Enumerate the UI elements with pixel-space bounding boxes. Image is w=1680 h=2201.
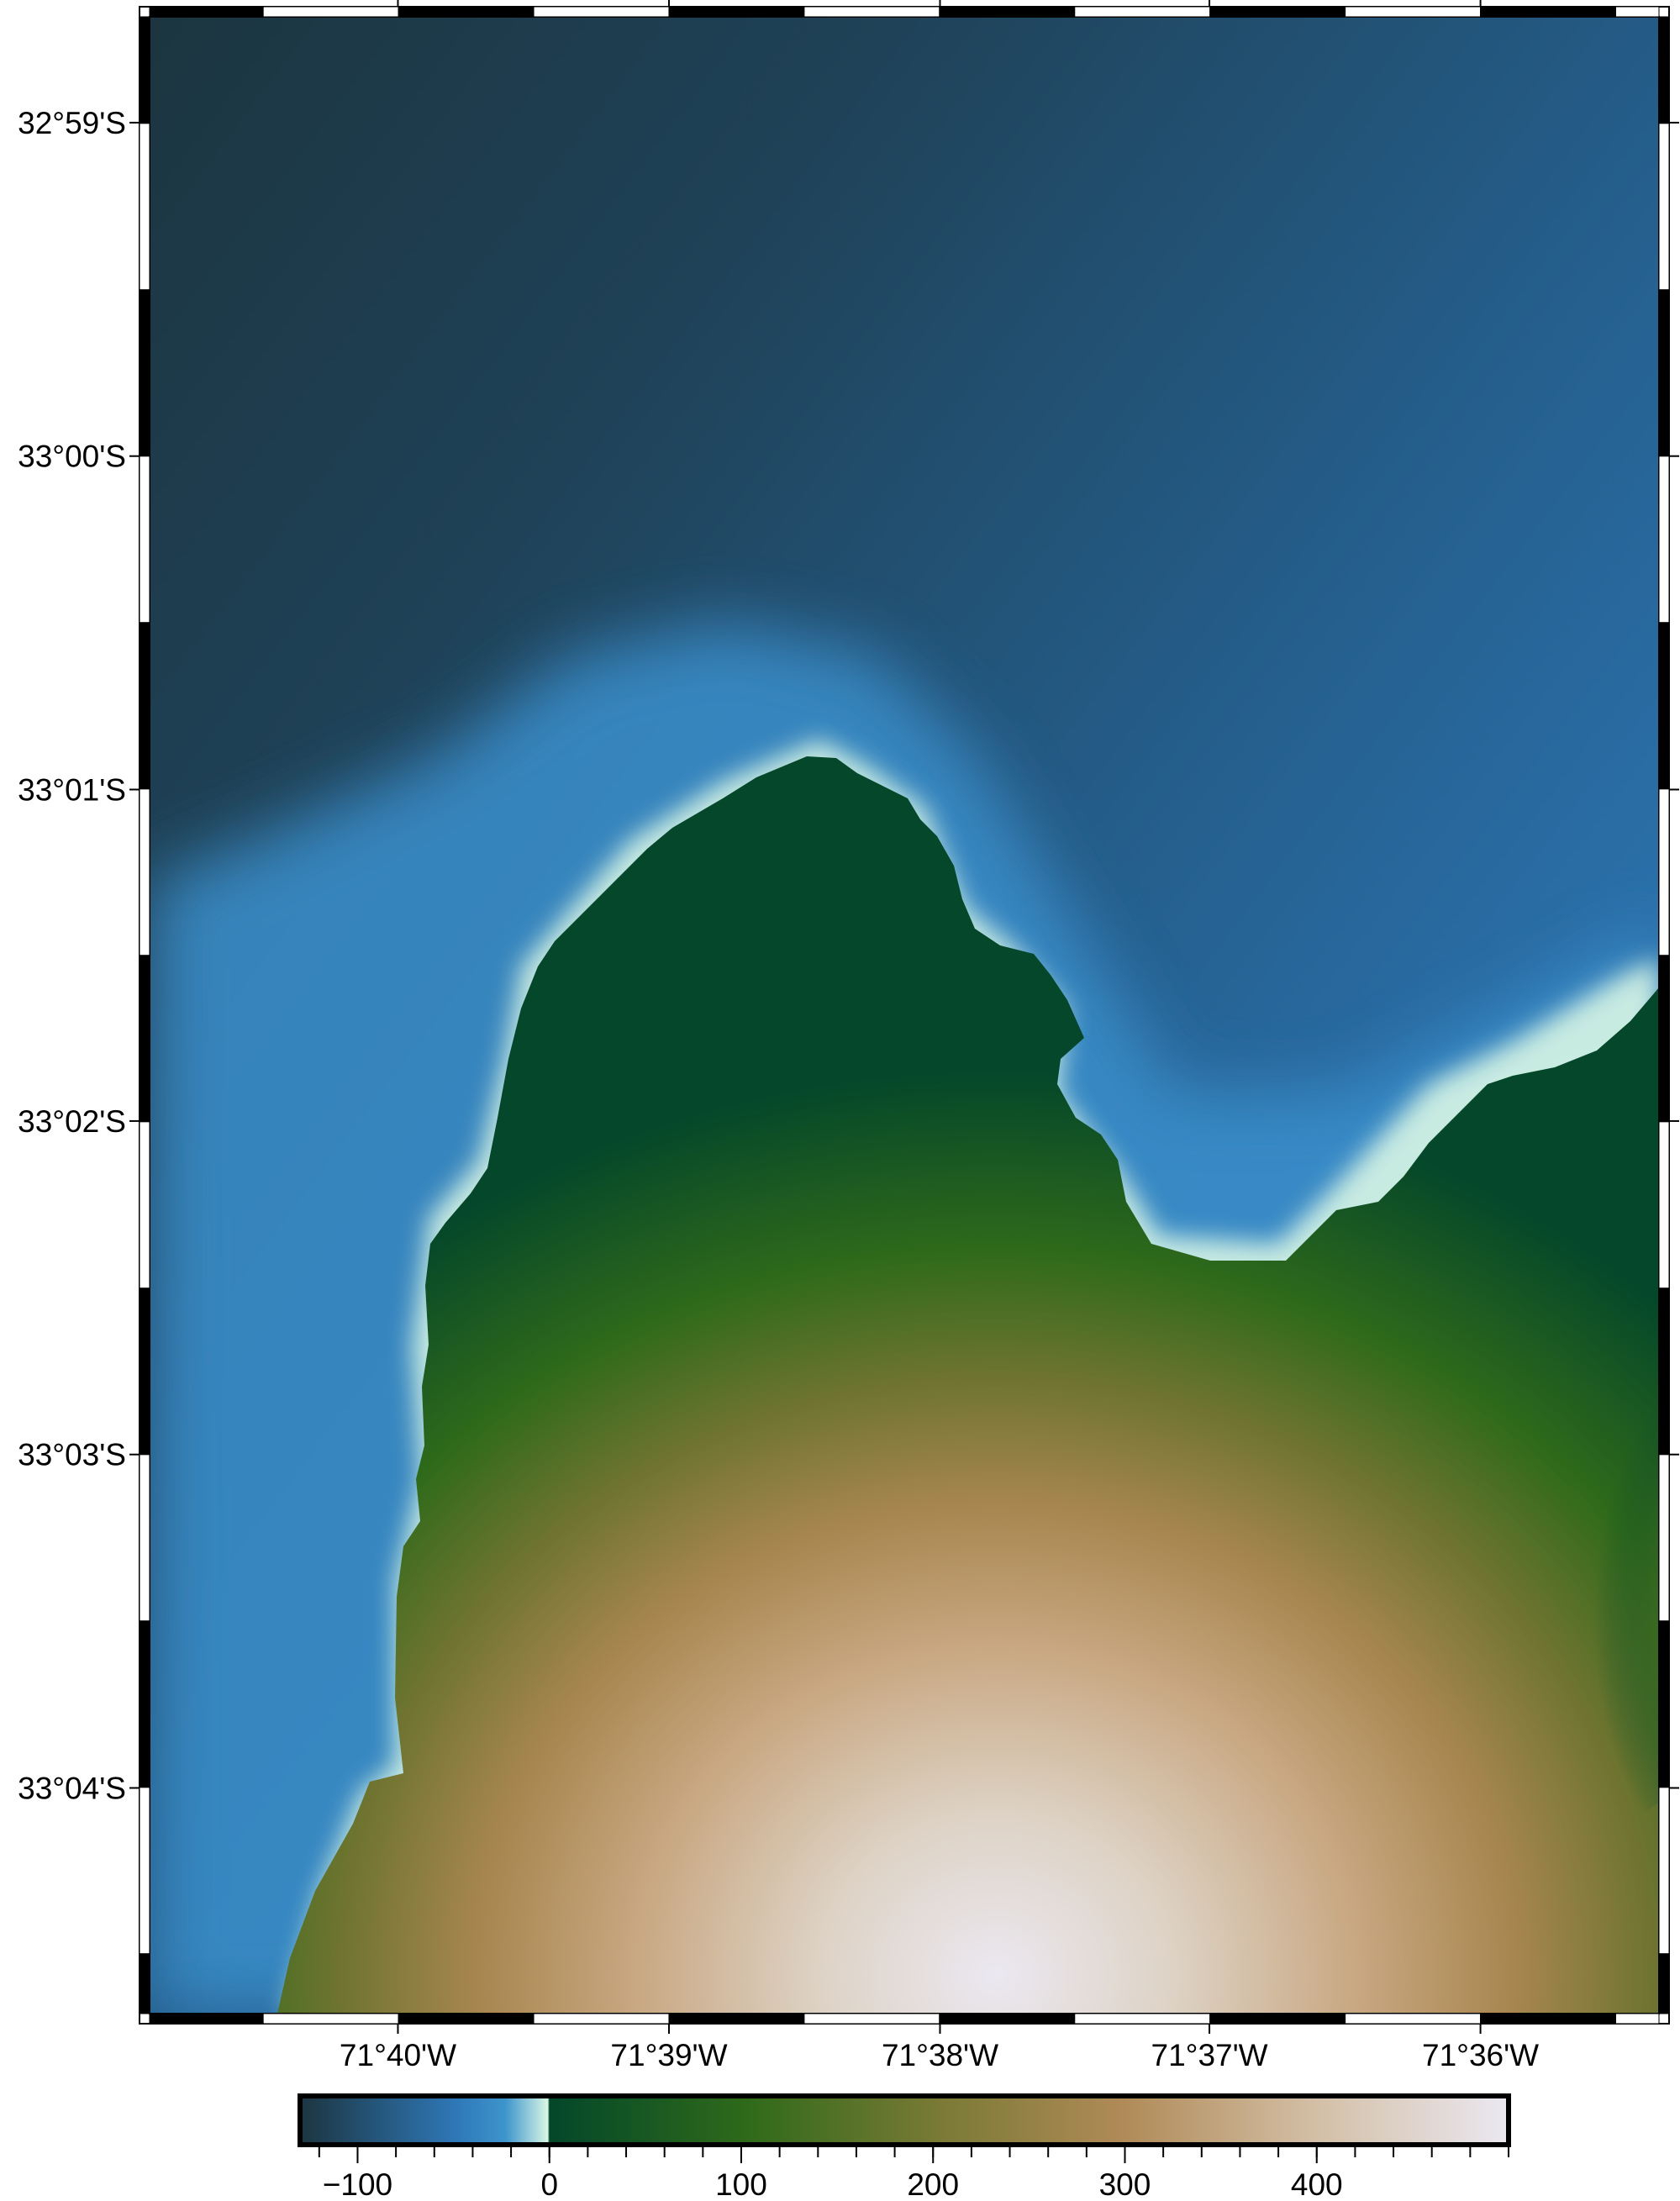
frame-segment: [939, 6, 1076, 18]
frame-segment: [1658, 1287, 1670, 1456]
frame-segment: [1209, 6, 1346, 18]
frame-segment: [1658, 1454, 1670, 1622]
frame-segment: [398, 2013, 535, 2025]
lat-label: 33°02'S: [18, 1104, 126, 1139]
frame-segment: [1345, 2013, 1482, 2025]
lat-label: 33°04'S: [18, 1772, 126, 1806]
lon-label: 71°39'W: [610, 2038, 727, 2072]
lon-label: 71°40'W: [340, 2038, 456, 2072]
frame-segment: [1615, 6, 1660, 18]
frame-segment: [1658, 123, 1670, 291]
frame-segment: [1074, 2013, 1211, 2025]
checkered-frame: [139, 6, 1670, 2025]
frame-segment: [1658, 455, 1670, 624]
frame-segment: [1658, 1121, 1670, 1289]
colorbar-tick-label: 300: [1099, 2167, 1151, 2201]
frame-segment: [139, 1787, 150, 1955]
frame-segment: [1658, 1620, 1670, 1788]
frame-segment: [1615, 2013, 1660, 2025]
frame-segment: [1345, 6, 1482, 18]
frame-segment: [139, 1287, 150, 1456]
colorbar-tick-label: −100: [323, 2167, 392, 2201]
colorbar-tick-label: 100: [715, 2167, 767, 2201]
colorbar: −100 0 100 200 300 400: [298, 2093, 1511, 2201]
lon-label: 71°38'W: [882, 2038, 998, 2072]
frame-segment: [803, 6, 940, 18]
frame-segment: [1658, 1787, 1670, 1955]
frame-segment: [668, 6, 805, 18]
frame-segment: [1658, 622, 1670, 790]
frame-segment: [139, 123, 150, 291]
colorbar-tick-label: 0: [540, 2167, 558, 2201]
eastern-hills: [1353, 1126, 1659, 1832]
frame-segment: [139, 1121, 150, 1289]
colorbar-ticks: −100 0 100 200 300 400: [318, 2147, 1509, 2201]
frame-segment: [803, 2013, 940, 2025]
frame-segment: [139, 1620, 150, 1788]
frame-segment: [1658, 955, 1670, 1123]
frame-segment: [1658, 16, 1670, 124]
frame-segment: [1658, 788, 1670, 956]
frame-segment: [533, 6, 670, 18]
frame-segment: [939, 2013, 1076, 2025]
frame-segment: [262, 2013, 399, 2025]
frame-segment: [139, 788, 150, 956]
frame-segment: [1658, 1953, 1670, 2014]
frame-segment: [139, 289, 150, 457]
lat-label: 32°59'S: [18, 106, 126, 140]
frame-segment: [1209, 2013, 1346, 2025]
frame-segment: [139, 1454, 150, 1622]
lat-label: 33°03'S: [18, 1438, 126, 1472]
lat-label: 33°00'S: [18, 440, 126, 474]
frame-segment: [139, 455, 150, 624]
frame-segment: [149, 2013, 264, 2025]
colorbar-tick-label: 400: [1291, 2167, 1343, 2201]
frame-segment: [262, 6, 399, 18]
lon-label: 71°36'W: [1422, 2038, 1539, 2072]
frame-segment: [398, 6, 535, 18]
frame-segment: [1480, 2013, 1617, 2025]
frame-segment: [668, 2013, 805, 2025]
frame-segment: [1480, 6, 1617, 18]
lat-label: 33°01'S: [18, 773, 126, 808]
frame-segment: [139, 16, 150, 124]
land-mass: [277, 756, 1659, 2014]
map-area[interactable]: [150, 17, 1680, 2014]
frame-segment: [533, 2013, 670, 2025]
frame-segment: [139, 1953, 150, 2014]
frame-segment: [139, 622, 150, 790]
frame-segment: [149, 6, 264, 18]
lon-label: 71°37'W: [1151, 2038, 1268, 2072]
frame-segment: [139, 955, 150, 1123]
colorbar-tick-label: 200: [907, 2167, 959, 2201]
colorbar-gradient: [298, 2093, 1511, 2147]
frame-segment: [1658, 289, 1670, 457]
frame-segment: [1074, 6, 1211, 18]
latitude-labels: 32°59'S 33°00'S 33°01'S 33°02'S 33°03'S 33°04…: [18, 106, 1679, 1806]
longitude-labels: 71°40'W 71°39'W 71°38'W 71°37'W 71°36'W: [340, 0, 1539, 2072]
